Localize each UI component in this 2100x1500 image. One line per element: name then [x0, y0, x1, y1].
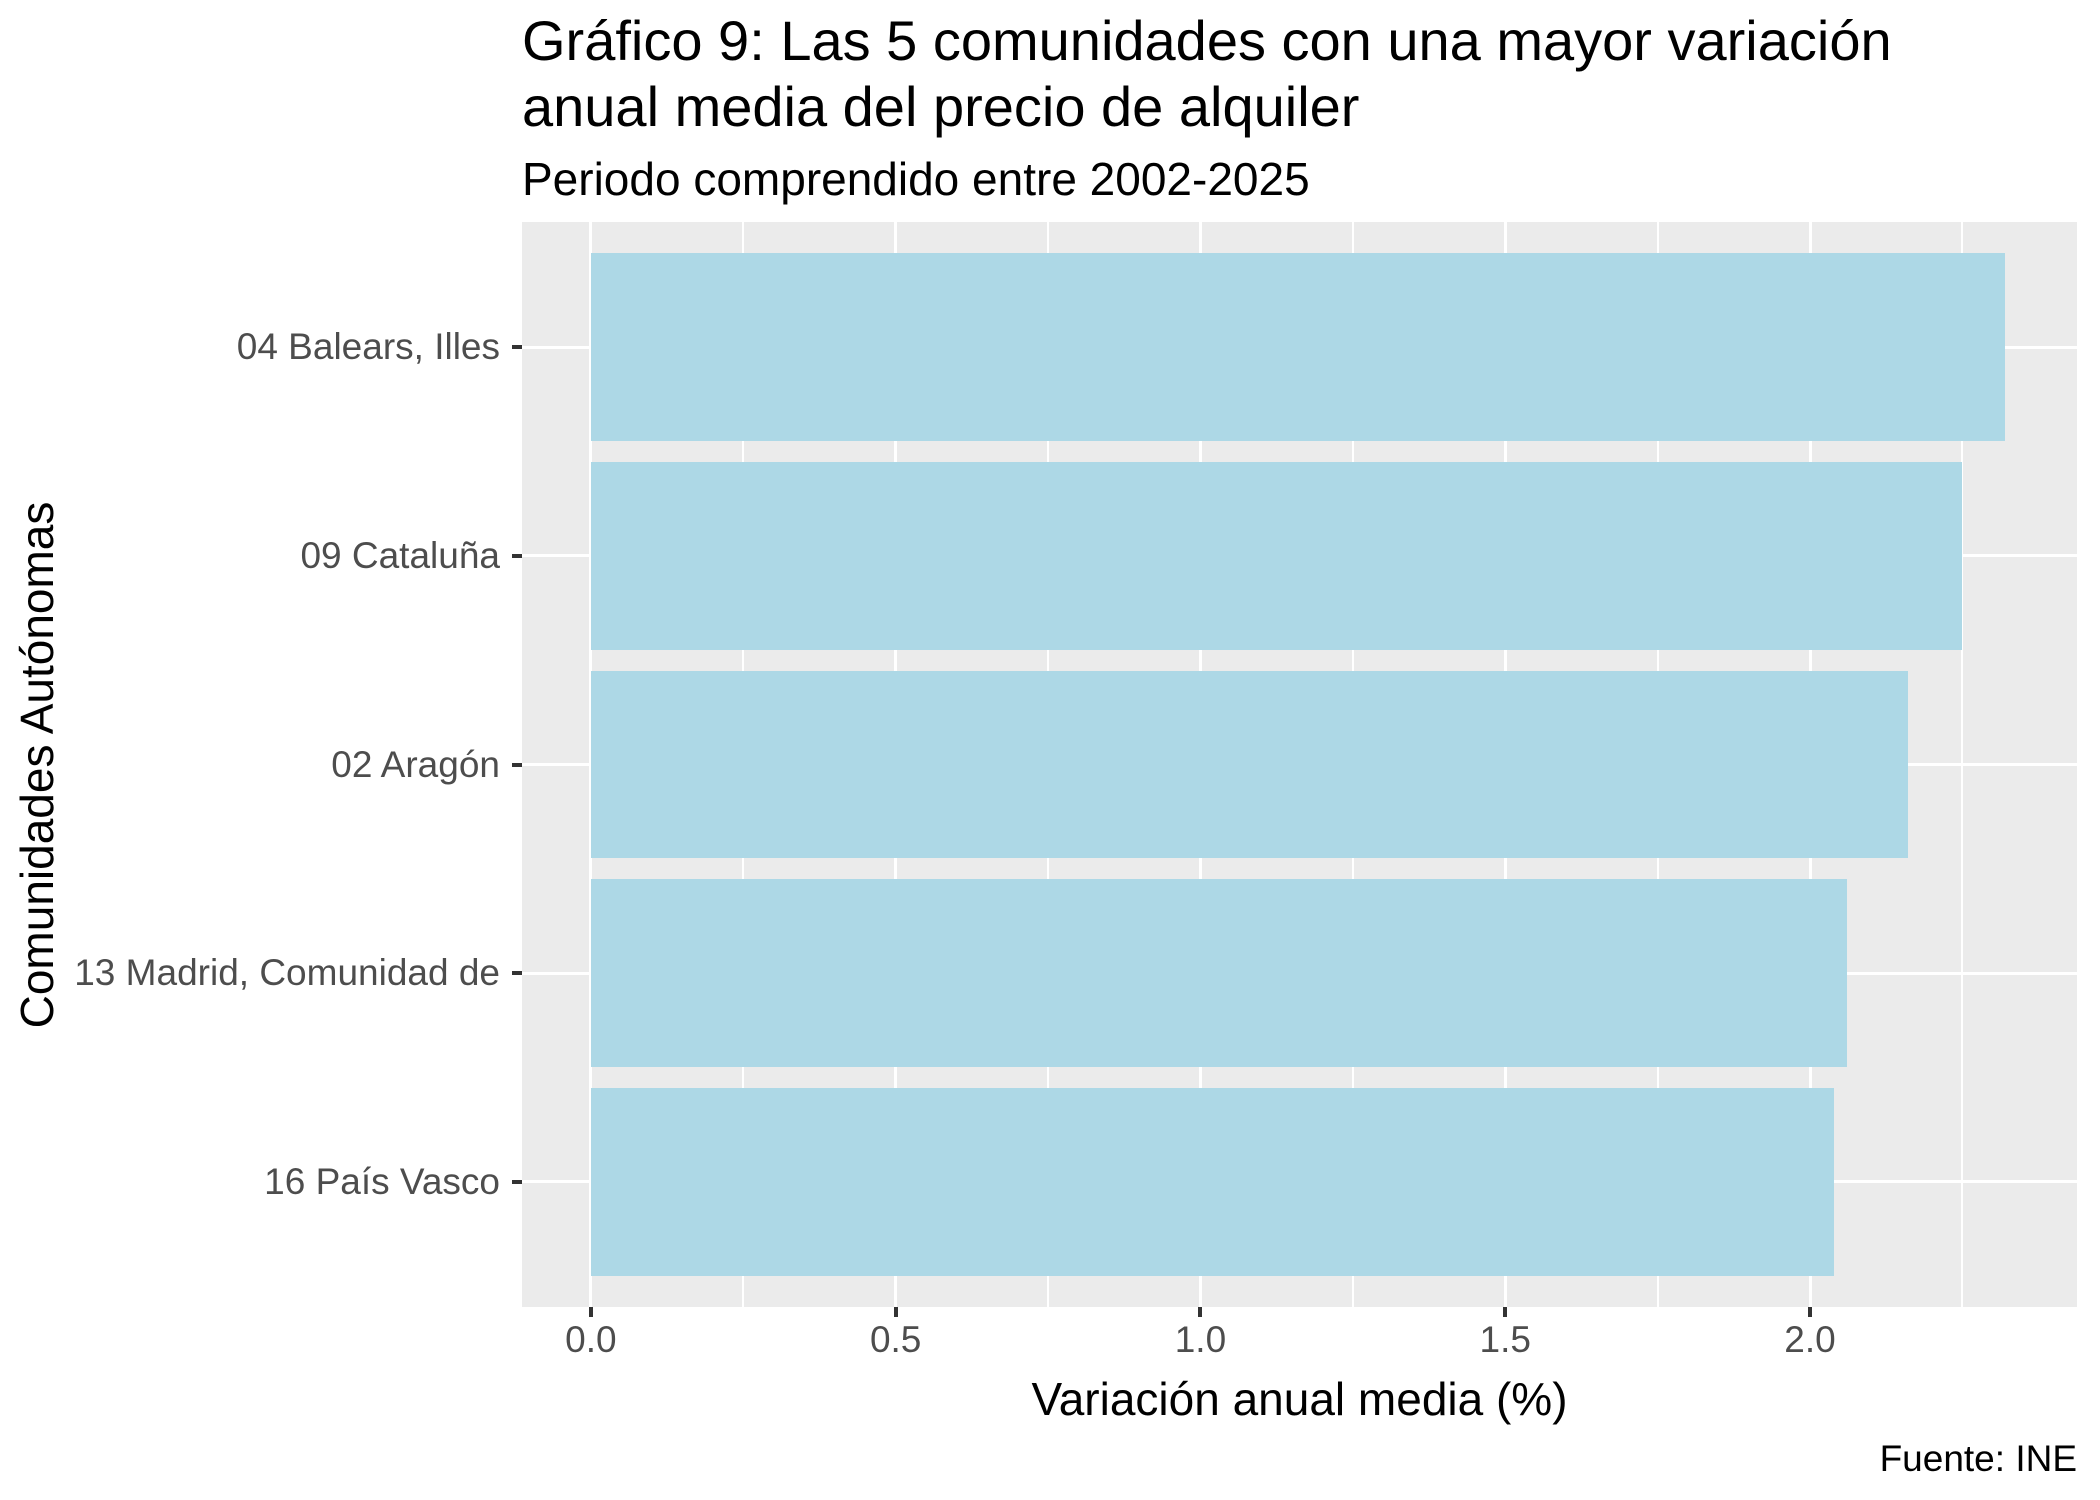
x-tick-label: 1.0 [1174, 1319, 1227, 1360]
chart-subtitle: Periodo comprendido entre 2002-2025 [522, 153, 1310, 205]
x-tick-mark [1808, 1307, 1812, 1317]
y-tick-mark [512, 553, 522, 558]
x-tick-label: 1.5 [1479, 1319, 1531, 1360]
y-tick-label: 13 Madrid, Comunidad de [74, 952, 500, 994]
y-tick-mark [512, 345, 522, 350]
source-caption: Fuente: INE [1879, 1438, 2077, 1479]
x-tick-mark [1503, 1307, 1508, 1317]
bar [590, 253, 2006, 442]
y-tick-label: 16 País Vasco [264, 1160, 500, 1202]
y-tick-label: 04 Balears, Illes [236, 326, 500, 368]
y-tick-mark [512, 1179, 522, 1184]
bar [590, 879, 1847, 1068]
chart-title-line2: anual media del precio de alquiler [522, 75, 1360, 138]
y-tick-label: 09 Cataluña [300, 534, 500, 576]
y-tick-label: 02 Aragón [331, 743, 500, 785]
y-tick-mark [512, 971, 522, 976]
x-tick-label: 0.0 [565, 1319, 617, 1360]
x-tick-mark [588, 1307, 593, 1317]
y-tick-mark [512, 762, 522, 767]
chart-title-line1: Gráfico 9: Las 5 comunidades con una may… [522, 9, 1892, 72]
plot-panel [522, 222, 2077, 1307]
chart-title: Gráfico 9: Las 5 comunidades con una may… [522, 8, 1892, 140]
x-tick-label: 0.5 [869, 1319, 922, 1360]
x-axis-title: Variación anual media (%) [1031, 1373, 1568, 1425]
x-tick-label: 2.0 [1784, 1319, 1836, 1360]
bar [590, 461, 1963, 650]
x-tick-mark [893, 1307, 898, 1317]
bar [590, 670, 1908, 859]
x-tick-mark [1198, 1307, 1203, 1317]
bar [590, 1087, 1835, 1276]
